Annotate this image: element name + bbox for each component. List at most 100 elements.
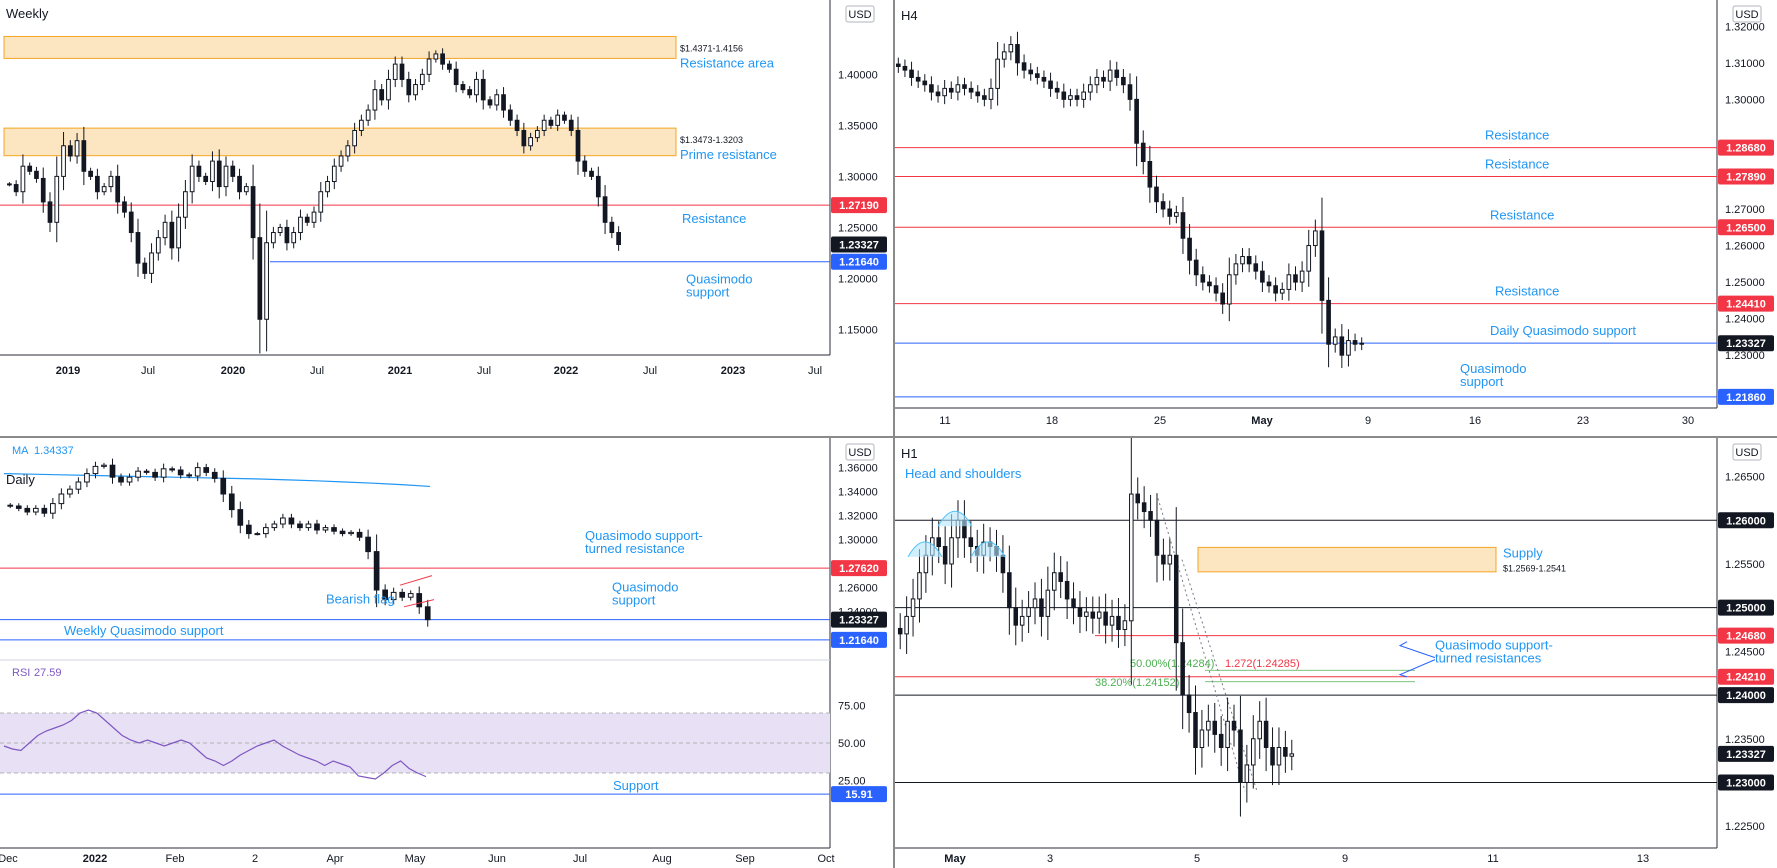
- h4-candle: [1359, 342, 1365, 345]
- weekly-candle: [440, 53, 445, 65]
- h4-candle: [1028, 69, 1034, 75]
- h4-candle: [1061, 91, 1067, 100]
- y-tick-label: 1.23500: [1725, 734, 1765, 746]
- h4-candle: [1332, 336, 1338, 345]
- h1-candle: [1013, 607, 1019, 626]
- weekly-candle: [7, 183, 12, 186]
- h1-candle: [1000, 554, 1006, 574]
- h4-candle: [1260, 270, 1265, 283]
- weekly-candle: [250, 186, 256, 239]
- daily-candle: [67, 488, 73, 495]
- y-tick-label: 1.20000: [838, 273, 878, 285]
- price-label-bg: [1718, 388, 1774, 405]
- h1-candle: [1064, 580, 1070, 600]
- rsi-support-label: Support: [613, 778, 659, 793]
- daily-candle: [424, 606, 431, 621]
- price-label: 1.23327: [1726, 749, 1766, 761]
- ma-label: MA: [12, 445, 29, 457]
- weekly-candle: [47, 201, 53, 223]
- y-tick-label: 1.31000: [1725, 58, 1765, 70]
- h1-chart[interactable]: H1 USD 1.26500 1.25500 1.24500 1.23500 1.22500…: [895, 438, 1777, 868]
- horizontal-divider[interactable]: [0, 436, 1777, 438]
- weekly-candle: [568, 119, 574, 131]
- daily-candle: [75, 481, 82, 490]
- supply-zone: [1197, 546, 1497, 573]
- h4-candle: [1339, 336, 1345, 356]
- price-label: 1.26500: [1726, 222, 1766, 234]
- h4-candle: [929, 84, 934, 93]
- weekly-candle: [13, 184, 19, 193]
- price-label: 1.27890: [1726, 171, 1766, 183]
- daily-candle: [322, 527, 329, 531]
- x-tick-label: 2020: [221, 365, 245, 377]
- price-label: 1.23327: [839, 615, 879, 627]
- head-shoulders-arc-3: [970, 541, 1006, 558]
- h4-candle: [1273, 285, 1278, 294]
- h4-candle: [948, 87, 954, 93]
- h4-candle: [1220, 292, 1225, 305]
- x-tick-label: 2022: [554, 365, 578, 377]
- x-tick-label: 2: [252, 853, 258, 865]
- h4-candle: [895, 63, 901, 67]
- daily-candle: [348, 531, 354, 535]
- h4-candle: [1213, 285, 1219, 294]
- h1-candle: [1090, 611, 1096, 619]
- weekly-candle: [176, 216, 181, 249]
- weekly-candle: [298, 216, 303, 234]
- x-tick-label: Feb: [166, 853, 185, 865]
- price-label: 1.23327: [1726, 338, 1766, 350]
- rsi-support-value: 15.91: [845, 789, 873, 801]
- weekly-candle: [507, 109, 513, 121]
- weekly-candle: [135, 232, 141, 264]
- h4-candle: [1174, 212, 1179, 217]
- x-tick-label: Sep: [735, 853, 755, 865]
- y-tick-label: 1.26000: [838, 583, 878, 595]
- head-shoulders-arc-2: [937, 510, 973, 527]
- daily-candle: [101, 464, 107, 467]
- price-label: 1.28680: [1726, 143, 1766, 155]
- h4-chart[interactable]: H4USD1.320001.310001.300001.280001.27000…: [895, 0, 1777, 436]
- x-tick-label: Apr: [326, 853, 343, 865]
- x-tick-label: May: [1251, 415, 1273, 427]
- h4-candle: [1200, 274, 1206, 283]
- x-tick-label: 2021: [388, 365, 412, 377]
- x-tick-label: 9: [1342, 853, 1348, 865]
- h4-candle: [1054, 87, 1060, 93]
- weekly-candle: [467, 89, 473, 96]
- h1-candle: [1283, 747, 1288, 757]
- h4-candle: [909, 69, 914, 78]
- weekly-candle: [230, 165, 236, 177]
- x-tick-label: Jul: [643, 365, 657, 377]
- daily-candle: [263, 527, 269, 535]
- daily-chart[interactable]: MA 1.34337 Daily USD 1.36000 1.34000 1.32000 1.…: [0, 438, 893, 868]
- weekly-candle: [392, 63, 398, 80]
- h1-candle: [1180, 642, 1185, 696]
- vertical-divider[interactable]: [893, 0, 895, 868]
- qm-turned-resistances-label: Quasimodo support-: [1435, 638, 1553, 653]
- weekly-candle: [562, 114, 567, 121]
- resistance-4-label: Resistance: [1495, 284, 1559, 299]
- daily-candle: [305, 523, 312, 529]
- h4-candle: [975, 91, 981, 97]
- weekly-candle: [433, 53, 439, 60]
- h1-candle: [1096, 611, 1102, 619]
- h1-candle: [1238, 729, 1243, 783]
- h4-candle: [982, 95, 987, 100]
- weekly-candle: [521, 129, 527, 147]
- trendline-1: [1157, 498, 1246, 792]
- y-tick-label: 1.30000: [1725, 94, 1765, 106]
- price-label-bg: [1718, 599, 1774, 616]
- weekly-candle: [595, 175, 601, 198]
- h4-candle: [1306, 245, 1312, 272]
- daily-candle: [160, 468, 167, 478]
- prime-resistance-label: Prime resistance: [680, 147, 777, 162]
- daily-candle: [203, 467, 210, 473]
- h4-candle: [1279, 288, 1285, 294]
- y-tick-label: 1.36000: [838, 463, 878, 475]
- daily-candle: [254, 533, 261, 536]
- rsi-value: 27.59: [34, 667, 62, 679]
- x-tick-label: 18: [1046, 415, 1058, 427]
- h1-candle: [1251, 738, 1256, 766]
- x-tick-label: May: [405, 853, 426, 865]
- weekly-chart[interactable]: Weekly USD 1.40000 1.35000 1.30000 1.25000 1.2…: [0, 0, 893, 436]
